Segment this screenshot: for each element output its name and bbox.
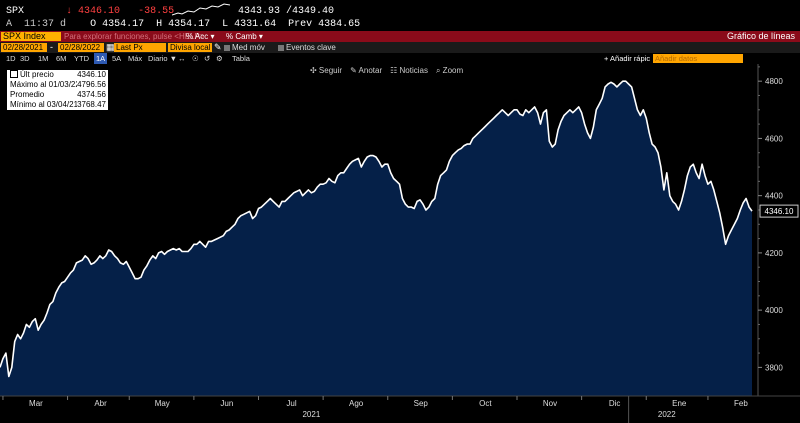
period-11[interactable]: ↺ [204,54,211,63]
chart-tool-1[interactable]: ✎ Anotar [350,66,383,75]
change-percent-button[interactable]: % Camb ▾ [226,32,263,41]
legend-label: Promedio [10,90,45,99]
checkbox-icon [224,45,230,51]
last-price-tag: 4346.10 [759,204,799,218]
chart-tool-0[interactable]: ✣ Seguir [310,66,343,75]
period-12[interactable]: ⚙ [216,54,223,63]
period-3[interactable]: 6M [56,54,67,63]
chart-tool-3[interactable]: ⌕ Zoom [435,66,464,75]
checkbox-icon [278,45,284,51]
accumulated-percent-button[interactable]: % Acc ▾ [186,32,215,41]
chart-tool-2[interactable]: ☷ Noticias [390,66,428,75]
price-area-chart[interactable]: 3800 4000 4200 4400 4600 4800 Mar Abr May Jun Jul… [0,64,800,423]
period-1[interactable]: 3D [20,54,30,63]
x-tick-label: Ene [672,399,687,408]
calendar-icon[interactable]: ▦ [106,42,115,52]
legend-row: Promedio 4374.56 [7,90,108,100]
legend-label: Últ precio [10,70,54,80]
y-tick-label: 4000 [765,306,783,315]
moving-average-label: Med móv [232,43,265,52]
chart-type-title: Gráfico de líneas [726,31,795,41]
add-quick-button[interactable]: + Añadir rápic [604,54,651,63]
quote-low: L 4331.64 [222,19,277,30]
quote-high: H 4354.17 [156,19,211,30]
quote-open: O 4354.17 [90,19,145,30]
quote-change: -38.55 [138,6,175,17]
y-tick-label: 3800 [765,363,783,372]
parameter-bar: 02/28/2021 - 02/28/2022 ▦ Last Px Divisa… [0,42,800,53]
quote-ticker: SPX [6,6,25,17]
year-label: 2022 [658,410,676,419]
year-label: 2021 [302,410,320,419]
chart-toolbar: ✣ Seguir ✎ Anotar ☷ Noticias ⌕ Zoom [310,65,471,76]
period-10[interactable]: ☉ [192,54,199,63]
period-4[interactable]: YTD [74,54,89,63]
period-7[interactable]: Máx [128,54,143,63]
currency-select[interactable]: Divisa local [168,43,212,52]
quote-time: 11:37 d [24,19,67,30]
legend-row: Máximo al 01/03/22 4796.56 [7,80,108,90]
legend-value: 4796.56 [77,80,106,89]
last-price-box [759,204,799,218]
period-8[interactable]: Diario ▼ [148,54,178,63]
x-tick-label: Oct [479,399,492,408]
period-5[interactable]: 1A [94,53,108,64]
y-tick-label: 4600 [765,134,783,143]
x-tick-label: Nov [543,399,557,408]
legend-row: Mínimo al 03/04/21 3768.47 [7,100,108,110]
quote-prev: Prev 4384.65 [288,19,361,30]
y-tick-label: 4400 [765,192,783,201]
legend-row: Últ precio 4346.10 [7,70,108,80]
period-9[interactable]: ↔ [178,54,186,63]
x-tick-label: Sep [414,399,429,408]
moving-average-toggle[interactable]: Med móv [224,42,265,53]
legend-label: Mínimo al 03/04/21 [10,100,78,109]
y-tick-label: 4200 [765,249,783,258]
command-hint: Para explorar funciones, pulse <HELP> [64,32,205,41]
quote-header: SPX ↓ 4346.10 -38.55 4343.93 /4349.40 A … [0,0,800,31]
period-2[interactable]: 1M [38,54,49,63]
last-price-label: 4346.10 [765,207,794,216]
command-bar: SPX Index Para explorar funciones, pulse… [0,31,800,42]
y-tick-label: 4800 [765,77,783,86]
y-axis: 3800 4000 4200 4400 4600 4800 [757,64,783,396]
quote-last-price: ↓ 4346.10 [66,6,121,17]
x-tick-label: Dic [609,399,621,408]
date-separator: - [50,42,53,52]
x-tick-label: Ago [349,399,364,408]
add-data-input[interactable]: Añadir datos [653,54,743,63]
quote-line2-prefix: A [6,19,13,30]
quote-bid-ask: 4343.93 /4349.40 [238,6,335,17]
period-0[interactable]: 1D [6,54,16,63]
x-tick-label: Jun [220,399,233,408]
legend-value: 3768.47 [77,100,106,109]
price-area [0,81,752,396]
security-input[interactable]: SPX Index [1,32,61,41]
x-tick-label: Mar [29,399,43,408]
x-tick-label: Abr [94,399,107,408]
period-6[interactable]: 5A [112,54,122,63]
legend-value: 4374.56 [77,90,106,99]
key-events-label: Eventos clave [286,43,336,52]
quote-line-2: A 11:37 d O 4354.17 H 4354.17 L 4331.64 … [6,19,360,30]
edit-icon[interactable]: ✎ [214,42,222,52]
period-13[interactable]: Tabla [232,54,250,63]
intraday-sparkline [172,3,230,16]
x-tick-label: Jul [286,399,296,408]
key-events-toggle[interactable]: Eventos clave [278,42,336,53]
legend-value: 4346.10 [77,70,106,79]
price-line [0,80,753,378]
quote-line-1: SPX ↓ 4346.10 -38.55 [6,6,174,17]
x-tick-label: May [155,399,170,408]
price-field-select[interactable]: Last Px [114,43,166,52]
chart-legend: Últ precio 4346.10 Máximo al 01/03/22 4796.… [7,70,108,110]
chart-panel[interactable]: 3800 4000 4200 4400 4600 4800 Mar Abr May Jun Jul… [0,64,800,423]
legend-label: Máximo al 01/03/22 [10,80,78,89]
period-bar: 1D 3D 1M 6M YTD 1A 5A Máx Diario ▼ ↔ ☉ ↺ ⚙ Tabla + Añ… [0,53,800,64]
end-date-field[interactable]: 02/28/2022 [58,43,104,52]
x-axis: Mar Abr May Jun Jul Ago Sep Oct Nov Dic Ene Feb 2021… [0,395,800,423]
x-tick-label: Feb [734,399,748,408]
start-date-field[interactable]: 02/28/2021 [1,43,47,52]
